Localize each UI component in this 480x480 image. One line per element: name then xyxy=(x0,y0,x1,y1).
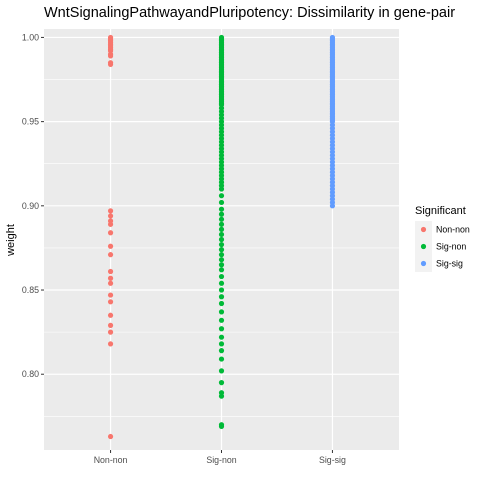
data-point xyxy=(107,299,114,305)
legend-items: Non-non Sig-non Sig-sig xyxy=(415,221,470,272)
legend-key-point xyxy=(420,243,427,250)
data-point xyxy=(107,213,114,219)
chart-title: WntSignalingPathwayandPluripotency: Diss… xyxy=(44,5,455,21)
data-point xyxy=(218,186,225,192)
y-axis: 0.80 0.85 0.90 0.95 1.00 xyxy=(22,32,44,379)
data-point xyxy=(218,300,225,307)
data-point xyxy=(107,252,114,258)
data-point xyxy=(218,380,225,386)
data-point xyxy=(218,216,225,222)
data-point xyxy=(107,312,114,318)
y-tick-label: 0.90 xyxy=(22,201,39,211)
data-point xyxy=(107,280,114,286)
legend-title: Significant xyxy=(415,205,466,217)
data-point xyxy=(218,267,225,273)
data-point xyxy=(218,334,225,340)
data-point xyxy=(107,221,114,227)
data-points xyxy=(107,34,336,440)
data-point xyxy=(107,243,114,249)
data-point xyxy=(218,193,225,199)
data-point xyxy=(107,61,114,67)
data-point xyxy=(107,292,114,298)
legend: Significant Non-non Sig-non Sig-sig xyxy=(415,205,470,272)
data-point xyxy=(218,262,225,268)
legend-label: Sig-sig xyxy=(436,259,463,269)
data-point xyxy=(218,241,225,248)
data-point xyxy=(218,423,225,430)
x-axis: Non-non Sig-non Sig-sig xyxy=(94,450,346,465)
data-point xyxy=(218,211,225,217)
data-point xyxy=(218,348,225,354)
data-point xyxy=(218,326,225,332)
data-point xyxy=(218,393,225,399)
y-tick-label: 0.80 xyxy=(22,369,39,379)
data-point xyxy=(218,368,225,374)
y-tick-label: 0.95 xyxy=(22,117,39,127)
data-point xyxy=(107,341,114,347)
legend-key-point xyxy=(420,226,427,233)
data-point xyxy=(218,309,225,315)
data-point xyxy=(107,230,114,236)
data-point xyxy=(218,257,225,263)
x-tick-label: Sig-sig xyxy=(319,455,346,465)
data-point xyxy=(218,236,225,243)
data-point xyxy=(218,280,225,286)
data-point xyxy=(107,433,114,440)
data-point xyxy=(218,317,225,323)
legend-key-point xyxy=(420,260,427,267)
data-point xyxy=(107,208,114,214)
y-tick-label: 0.85 xyxy=(22,285,39,295)
x-tick-label: Non-non xyxy=(94,455,128,465)
data-point xyxy=(107,53,114,59)
data-point xyxy=(107,322,114,328)
data-point xyxy=(218,356,225,362)
data-point xyxy=(329,203,336,209)
data-point xyxy=(218,273,225,280)
x-tick-label: Sig-non xyxy=(206,455,236,465)
data-point xyxy=(218,199,225,206)
data-point xyxy=(218,206,225,212)
y-axis-label: weight xyxy=(5,224,17,257)
data-point xyxy=(107,268,114,275)
data-point xyxy=(107,275,114,281)
data-point xyxy=(218,221,225,227)
data-point xyxy=(107,329,114,335)
legend-label: Sig-non xyxy=(436,242,466,252)
data-point xyxy=(218,252,225,258)
data-point xyxy=(218,231,225,238)
data-point xyxy=(218,226,225,232)
data-point xyxy=(218,287,225,293)
data-point xyxy=(218,294,225,300)
data-point xyxy=(218,247,225,253)
y-tick-label: 1.00 xyxy=(22,32,39,42)
legend-label: Non-non xyxy=(436,225,470,235)
data-point xyxy=(218,341,225,347)
